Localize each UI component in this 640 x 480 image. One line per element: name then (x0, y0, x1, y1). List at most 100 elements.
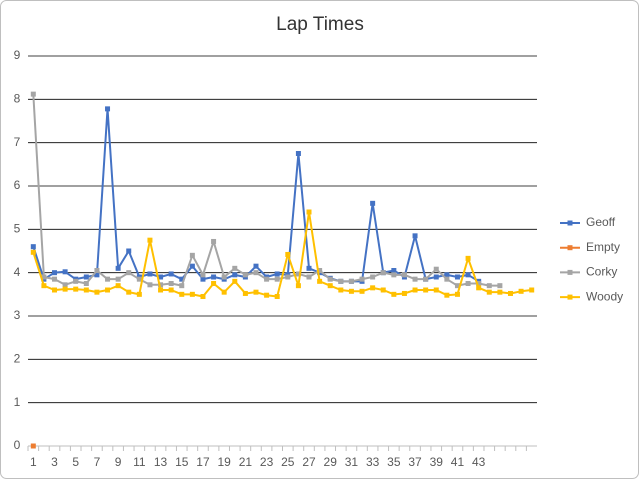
point-marker (179, 276, 185, 282)
point-marker (221, 289, 227, 295)
point-marker (401, 290, 407, 296)
y-tick-label: 9 (14, 48, 21, 62)
point-marker (105, 276, 111, 282)
y-tick-label: 5 (14, 222, 21, 236)
point-marker (168, 287, 174, 293)
y-tick-label: 1 (14, 395, 21, 409)
point-marker (242, 290, 248, 296)
point-marker (62, 269, 68, 275)
point-marker (211, 274, 217, 280)
point-marker (433, 266, 439, 272)
point-marker (126, 289, 132, 295)
point-marker (73, 278, 79, 284)
y-tick-label: 3 (14, 308, 21, 322)
point-marker (147, 271, 153, 277)
point-marker (454, 274, 460, 280)
x-tick-label: 3 (51, 455, 58, 469)
point-marker (200, 272, 206, 278)
point-marker (338, 287, 344, 293)
point-marker (115, 276, 121, 282)
point-marker (454, 291, 460, 297)
point-marker (529, 287, 535, 293)
point-marker (264, 276, 270, 282)
point-marker (423, 287, 429, 293)
legend-marker (567, 245, 573, 251)
point-marker (179, 283, 185, 289)
x-tick-label: 7 (94, 455, 101, 469)
point-marker (126, 270, 132, 276)
point-marker (232, 278, 238, 284)
point-marker (518, 288, 524, 294)
point-marker (168, 271, 174, 277)
chart-title: Lap Times (276, 14, 364, 35)
point-marker (200, 294, 206, 299)
y-tick-label: 6 (14, 178, 21, 192)
point-marker (211, 238, 217, 244)
point-marker (158, 282, 164, 288)
x-tick-label: 13 (154, 455, 168, 469)
point-marker (94, 289, 100, 295)
legend-label: Geoff (586, 215, 616, 229)
point-marker (94, 272, 100, 278)
point-marker (147, 282, 153, 288)
point-marker (359, 288, 365, 294)
point-marker (136, 291, 142, 297)
point-marker (486, 283, 492, 289)
point-marker (507, 290, 513, 296)
point-marker (370, 285, 376, 291)
legend-marker (567, 220, 573, 226)
point-marker (327, 276, 333, 282)
point-marker (317, 268, 323, 273)
point-marker (285, 251, 291, 257)
x-tick-label: 27 (302, 455, 316, 469)
point-marker (476, 285, 482, 291)
legend-label: Empty (586, 240, 620, 254)
point-marker (391, 291, 397, 297)
x-tick-label: 19 (217, 455, 231, 469)
x-tick-label: 17 (196, 455, 210, 469)
point-marker (380, 270, 386, 276)
x-tick-label: 23 (260, 455, 274, 469)
point-marker (274, 276, 280, 282)
point-marker (486, 289, 492, 295)
x-tick-label: 43 (472, 455, 486, 469)
point-marker (412, 276, 418, 282)
x-tick-label: 35 (387, 455, 401, 469)
point-marker (62, 282, 68, 288)
legend-label: Woody (586, 289, 623, 303)
point-marker (232, 272, 238, 278)
point-marker (306, 209, 312, 215)
y-tick-label: 2 (14, 352, 21, 366)
point-marker (370, 200, 376, 206)
y-tick-label: 7 (14, 135, 21, 149)
point-marker (105, 287, 111, 293)
point-marker (41, 283, 47, 289)
point-marker (52, 287, 58, 293)
point-marker (306, 274, 312, 280)
legend-marker (567, 294, 573, 300)
x-tick-label: 25 (281, 455, 295, 469)
point-marker (433, 274, 439, 280)
point-marker (158, 274, 164, 280)
point-marker (497, 289, 503, 295)
point-marker (391, 272, 397, 278)
y-tick-label: 4 (14, 265, 21, 279)
point-marker (189, 291, 195, 297)
point-marker (115, 265, 121, 271)
point-marker (285, 274, 291, 280)
point-marker (412, 287, 418, 293)
point-marker (158, 287, 164, 293)
point-marker (168, 281, 174, 286)
point-marker (221, 274, 227, 280)
legend-marker (567, 269, 573, 275)
point-marker (253, 263, 259, 269)
x-tick-label: 5 (72, 455, 79, 469)
point-marker (348, 278, 354, 284)
point-marker (370, 274, 376, 280)
point-marker (30, 249, 36, 255)
point-marker (380, 287, 386, 293)
x-tick-label: 41 (451, 455, 465, 469)
x-tick-label: 39 (430, 455, 444, 469)
